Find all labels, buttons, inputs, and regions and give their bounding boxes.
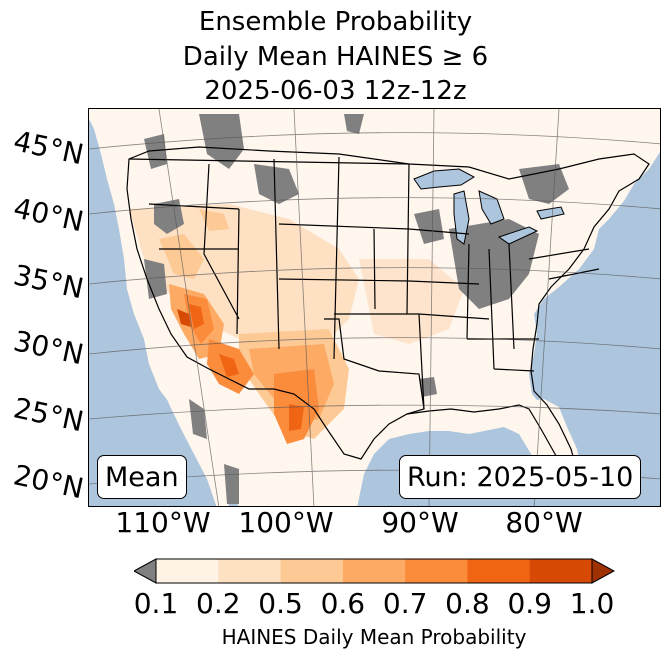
run-date-box: Run: 2025-05-10 xyxy=(399,455,642,499)
border-central xyxy=(278,163,425,410)
lon-label-80: 80°W xyxy=(505,506,583,539)
below-threshold-patch xyxy=(344,114,364,134)
lat-label-30: 30°N xyxy=(10,324,87,372)
colorbar-tick-label: 0.6 xyxy=(320,587,366,620)
border-texas xyxy=(324,318,425,415)
lon-label-100: 100°W xyxy=(238,506,334,539)
prob-region-0.9 xyxy=(289,404,304,431)
lake-huron xyxy=(478,190,505,225)
below-threshold-patch xyxy=(449,219,539,309)
lon-line xyxy=(428,109,435,506)
colorbar-frame xyxy=(155,558,593,584)
prob-region-0.9 xyxy=(189,304,204,329)
lat-label-45: 45°N xyxy=(10,124,87,172)
border-west-1 xyxy=(148,156,340,360)
prob-region-0.9 xyxy=(219,354,239,377)
lake-superior xyxy=(413,168,476,190)
colorbar-bin xyxy=(218,559,282,583)
below-threshold-patch xyxy=(199,114,244,169)
title-line-2: Daily Mean HAINES ≥ 6 xyxy=(182,42,489,72)
below-threshold-patch xyxy=(189,399,207,439)
colorbar-bin xyxy=(529,559,593,583)
probability-field xyxy=(129,114,569,504)
colorbar-tick-label: 0.7 xyxy=(382,587,428,620)
lat-label-35: 35°N xyxy=(10,258,87,306)
lake-erie xyxy=(497,226,539,245)
colorbar-tick-label: 0.2 xyxy=(196,587,241,620)
prob-region-1.0 xyxy=(177,309,191,327)
title-line-1: Ensemble Probability xyxy=(198,7,473,37)
colorbar-tick-label: 0.8 xyxy=(445,587,490,620)
colorbar-label: HAINES Daily Mean Probability xyxy=(221,625,527,649)
colorbar-tick-label: 0.1 xyxy=(133,587,179,620)
lon-label-90: 90°W xyxy=(381,506,459,539)
state-borders xyxy=(126,146,650,478)
colorbar-bins xyxy=(156,559,593,583)
lat-label-40: 40°N xyxy=(10,191,87,239)
below-threshold-patch xyxy=(144,259,167,299)
colorbar-over-arrow xyxy=(591,558,616,584)
lat-line xyxy=(89,404,660,420)
lat-line xyxy=(89,267,660,285)
colorbar xyxy=(134,558,616,584)
border-49th-parallel xyxy=(128,158,410,165)
title-line-3: 2025-06-03 12z-12z xyxy=(204,76,467,106)
lat-line xyxy=(89,197,660,215)
map-panel xyxy=(88,108,661,507)
lon-label-110: 110°W xyxy=(115,506,211,539)
colorbar-bin xyxy=(342,559,406,583)
colorbar-under-arrow xyxy=(134,558,157,584)
colorbar-bin xyxy=(467,559,531,583)
lon-line xyxy=(533,109,560,506)
lat-line xyxy=(89,337,660,355)
map-canvas xyxy=(89,109,660,506)
great-lakes xyxy=(413,168,565,245)
lon-line xyxy=(158,109,220,506)
below-threshold-patch xyxy=(254,164,299,204)
stat-label-box: Mean xyxy=(97,455,187,499)
lake-michigan xyxy=(453,190,470,245)
lat-line xyxy=(89,132,660,150)
lat-label-25: 25°N xyxy=(10,391,87,439)
lon-line xyxy=(293,109,315,506)
colorbar-tick-label: 0.9 xyxy=(507,587,552,620)
colorbar-bin xyxy=(156,559,219,583)
colorbar-bin xyxy=(280,559,344,583)
colorbar-tick-label: 1.0 xyxy=(569,587,615,620)
colorbar-bin xyxy=(405,559,468,583)
colorbar-tick-label: 0.5 xyxy=(258,587,303,620)
below-threshold-patch xyxy=(414,209,444,244)
lat-label-20: 20°N xyxy=(10,458,87,506)
baja-peninsula xyxy=(159,364,229,506)
